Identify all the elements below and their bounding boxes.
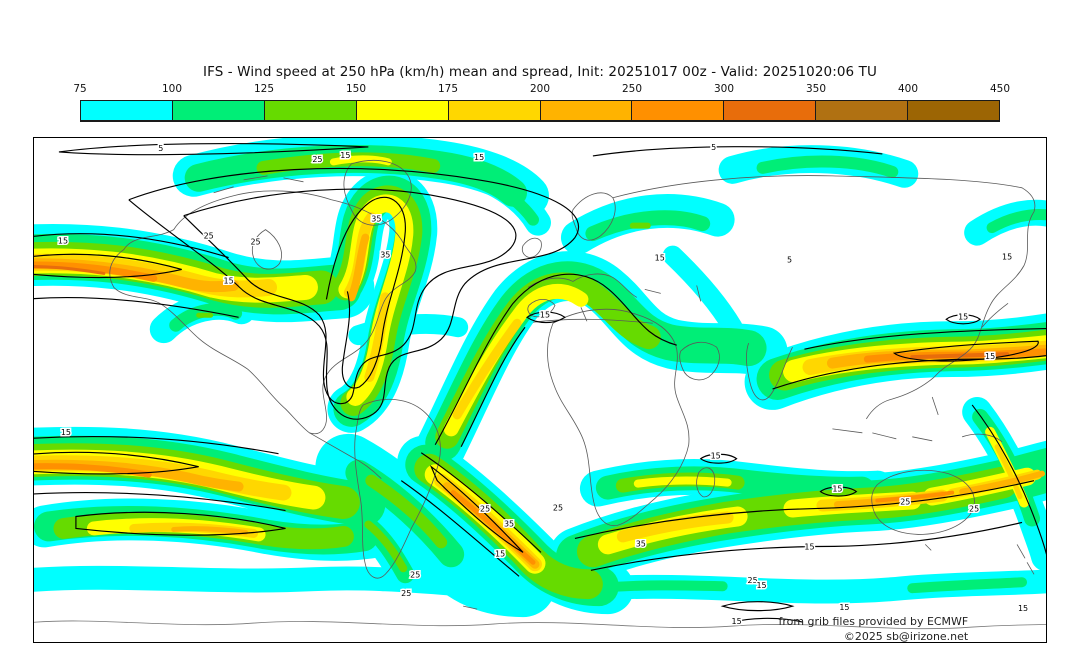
contour-label: 25	[553, 504, 563, 513]
attribution-source: from grib files provided by ECMWF	[779, 615, 969, 628]
colorbar-tick-label: 300	[713, 83, 735, 95]
contour-label: 35	[371, 215, 381, 224]
colorbar-tick-label: 350	[805, 83, 827, 95]
contour-label: 25	[250, 238, 260, 247]
contour-label: 15	[474, 153, 484, 162]
contour-label: 5	[787, 256, 792, 265]
contour-label: 15	[804, 542, 814, 551]
contour-label: 25	[480, 505, 490, 514]
contour-label: 15	[839, 603, 849, 612]
contour-label: 25	[410, 570, 420, 579]
contour-label: 15	[756, 581, 766, 590]
colorbar-segment	[448, 101, 541, 120]
colorbar-tick-label: 125	[253, 83, 275, 95]
contour-label: 15	[340, 151, 350, 160]
contour-label: 25	[204, 232, 214, 241]
colorbar-tick-label: 200	[529, 83, 551, 95]
coastlines	[34, 160, 1046, 630]
colorbar-segment	[540, 101, 633, 120]
wind-speed-bands	[34, 138, 1046, 618]
colorbar-tick-label: 175	[437, 83, 459, 95]
contour-label: 35	[380, 251, 390, 260]
contour-label: 25	[969, 505, 979, 514]
colorbar-segment	[908, 101, 1000, 120]
map-frame: 5 25 15 15 5 15 25 25 15 35 35 15 15 5 15 15 15 15 25 35 15 2…	[33, 137, 1047, 643]
contour-label: 15	[224, 276, 234, 285]
contour-label: 15	[58, 237, 68, 246]
contour-label: 15	[732, 617, 742, 626]
contour-label: 15	[832, 485, 842, 494]
colorbar-tick-label: 100	[161, 83, 183, 95]
colorbar-segment	[724, 101, 817, 120]
contour-label: 5	[711, 143, 716, 152]
contour-label: 35	[636, 539, 646, 548]
colorbar-tick-label: 250	[621, 83, 643, 95]
contour-label: 25	[312, 155, 322, 164]
contour-label: 15	[985, 352, 995, 361]
colorbar	[80, 100, 1000, 122]
contour-label: 25	[900, 498, 910, 507]
contour-label: 35	[504, 519, 514, 528]
contour-label: 25	[401, 589, 411, 598]
colorbar-segment	[81, 101, 173, 120]
contour-label: 15	[1002, 253, 1012, 262]
contour-label: 15	[61, 428, 71, 437]
chart-title: IFS - Wind speed at 250 hPa (km/h) mean …	[203, 64, 877, 80]
contour-label: 15	[655, 254, 665, 263]
colorbar-segment	[356, 101, 449, 120]
contour-label: 15	[711, 452, 721, 461]
colorbar-tick-label: 150	[345, 83, 367, 95]
contour-label: 15	[1018, 604, 1028, 613]
colorbar-tick-label: 450	[989, 83, 1011, 95]
spread-contours	[34, 142, 1046, 623]
contour-label: 15	[958, 312, 968, 321]
contour-label: 5	[158, 144, 163, 153]
colorbar-segment	[632, 101, 725, 120]
contour-label: 15	[495, 549, 505, 558]
colorbar-segment	[172, 101, 265, 120]
colorbar-tick-label: 75	[73, 83, 87, 95]
colorbar-segment	[816, 101, 909, 120]
colorbar-ticks: 75 100 125 150 175 200 250 300 350 400 450	[73, 83, 1010, 97]
colorbar-segment	[264, 101, 357, 120]
contour-label: 25	[748, 576, 758, 585]
attribution-copyright: ©2025 sb@irizone.net	[844, 630, 969, 642]
contour-label: 15	[540, 310, 550, 319]
colorbar-tick-label: 400	[897, 83, 919, 95]
